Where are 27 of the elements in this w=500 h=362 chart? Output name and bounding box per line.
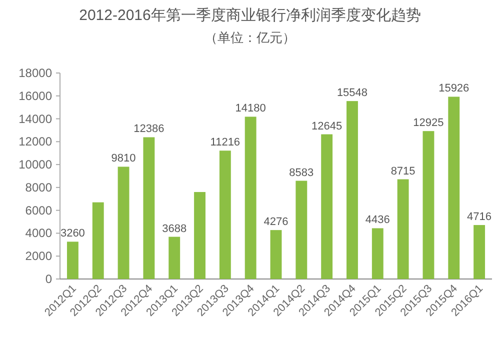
data-label: 12386 <box>134 123 164 136</box>
y-tick-label: 10000 <box>18 158 52 172</box>
y-tick-label: 2000 <box>25 249 52 264</box>
y-tick-label: 18000 <box>18 66 52 80</box>
data-label: 15926 <box>438 82 470 95</box>
y-tick-label: 8000 <box>25 180 52 194</box>
y-tick-label: 4000 <box>25 226 52 240</box>
y-tick-label: 6000 <box>25 203 52 218</box>
data-label: 8715 <box>390 165 416 178</box>
chart-title: 2012-2016年第一季度商业银行净利润季度变化趋势 <box>79 7 421 24</box>
data-label: 11216 <box>210 136 240 149</box>
data-label: 4436 <box>365 214 390 226</box>
chart-subtitle: （单位：亿元） <box>204 30 296 45</box>
y-tick-label: 16000 <box>18 88 52 103</box>
data-label: 9810 <box>111 152 136 165</box>
data-label: 3260 <box>60 228 85 240</box>
data-label: 12925 <box>413 117 444 130</box>
y-tick-label: 14000 <box>18 112 52 126</box>
data-label: 12645 <box>312 120 342 132</box>
data-label: 3688 <box>162 222 187 235</box>
data-label: 4276 <box>264 216 288 228</box>
data-label: 15548 <box>336 87 368 100</box>
data-label: 8583 <box>289 166 314 179</box>
data-label: 14180 <box>235 102 266 115</box>
y-tick-label: 12000 <box>18 134 52 149</box>
data-label: 4716 <box>467 211 492 224</box>
y-tick-label: 0 <box>45 272 52 286</box>
